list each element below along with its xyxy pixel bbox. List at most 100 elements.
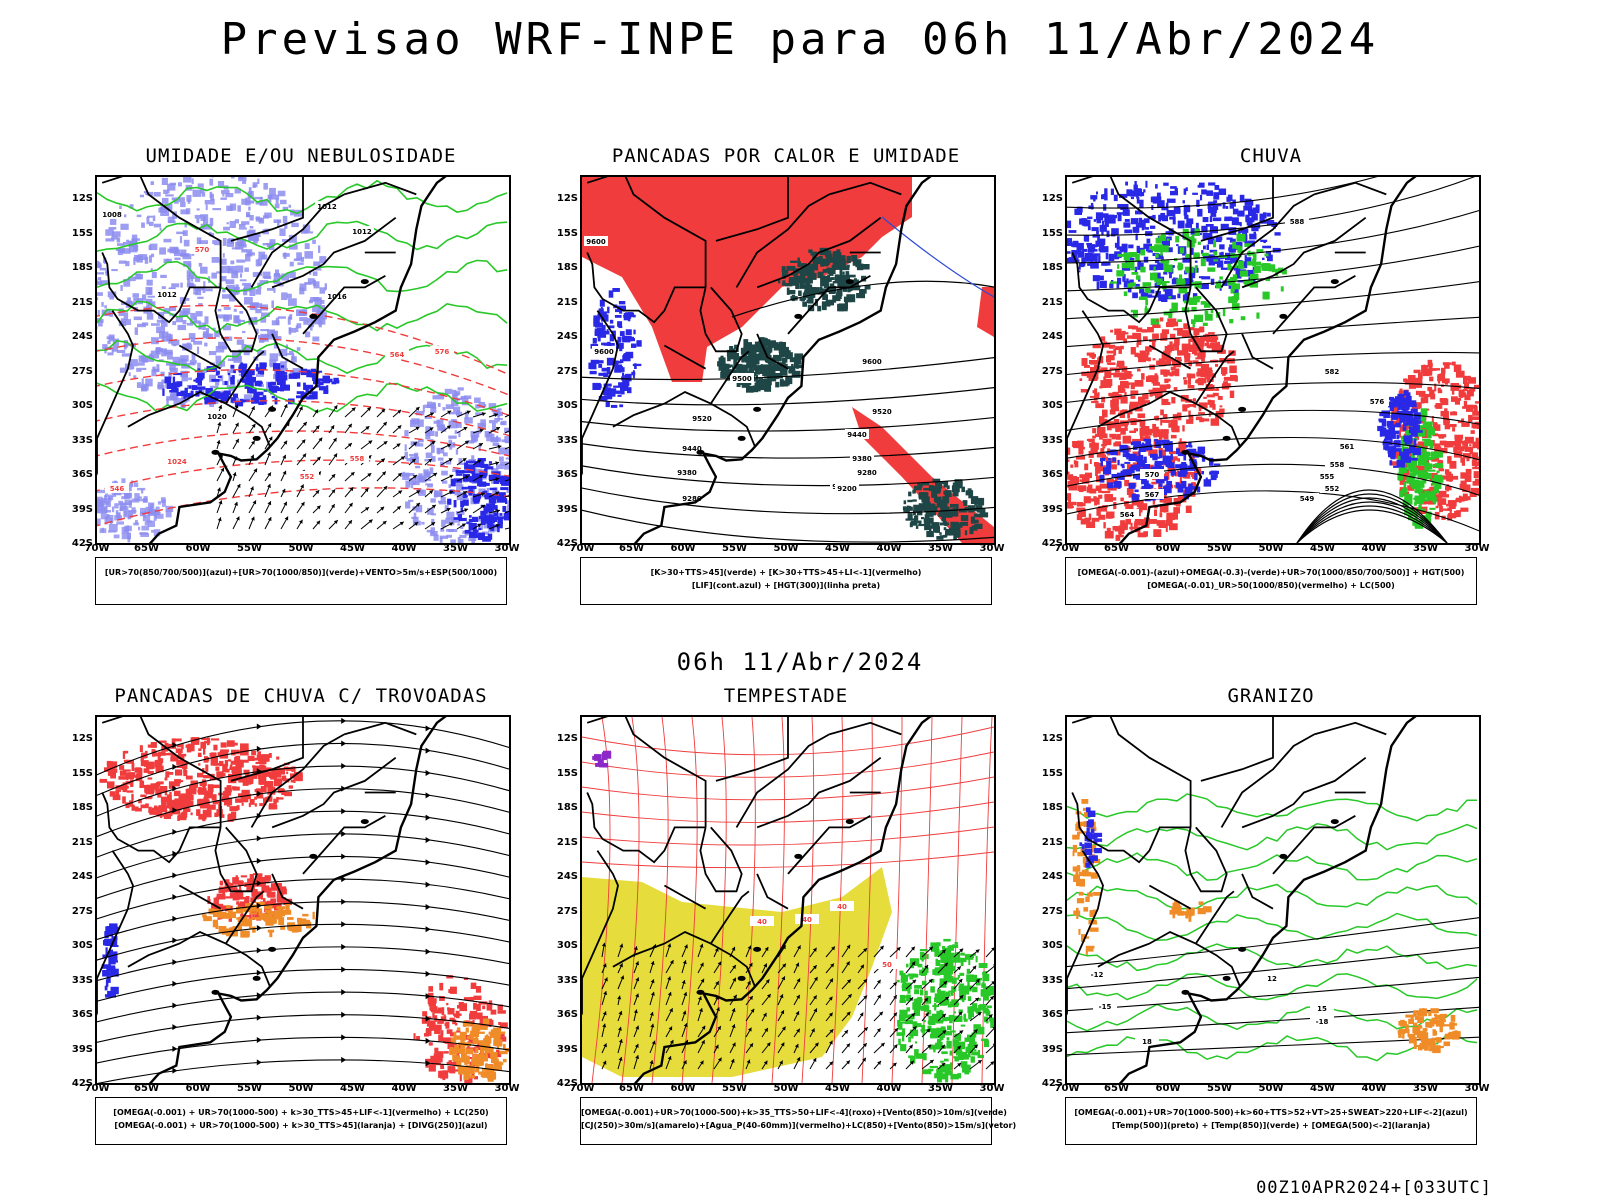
lon-tick-label: 55W [237,1083,262,1094]
lon-tick-label: 35W [928,543,953,554]
longitude-axis: 70W 65W 60W 55W 50W 45W 40W 35W 30W [570,1083,1005,1097]
lat-tick-label: 27S [71,365,93,377]
lat-tick-label: 27S [556,365,578,377]
latitude-axis: 12S 15S 18S 21S 24S 27S 30S 33S 36S 39S 42S [550,715,578,1089]
lon-tick-label: 55W [722,543,747,554]
lat-tick-label: 21S [556,836,578,848]
contour-label: 40 [757,918,767,926]
lon-tick-label: 60W [185,1083,211,1094]
lon-tick-label: 55W [1207,543,1232,554]
lat-tick-label: 39S [71,1043,93,1055]
lat-tick-label: 18S [71,802,93,813]
legend-box: [K>30+TTS>45](verde) + [K>30+TTS>45+LI<-… [580,557,992,605]
contour-label: 552 [300,473,315,481]
lon-tick-label: 50W [288,543,314,554]
lat-tick-label: 27S [71,905,93,917]
lon-tick-label: 60W [670,543,696,554]
lat-tick-label: 12S [556,733,578,744]
contour-label: 18 [1142,1038,1152,1046]
lon-tick-label: 70W [84,1083,110,1094]
panel-title: PANCADAS DE CHUVA C/ TROVOADAS [114,685,488,707]
longitude-axis: 70W 65W 60W 55W 50W 45W 40W 35W 30W [85,543,520,557]
contour-label: -18 [1316,1018,1329,1026]
legend-line: [OMEGA(-0.01)_UR>50(1000/850)(vermelho) … [1147,581,1395,590]
lat-tick-label: 33S [1041,974,1063,986]
contour-label: -12 [1091,971,1104,979]
lon-tick-label: 35W [1413,543,1438,554]
lat-tick-label: 18S [556,262,578,273]
lat-tick-label: 42S [71,1078,93,1089]
lon-tick-label: 65W [619,1083,644,1094]
contour-label: 570 [195,246,210,254]
lat-tick-label: 39S [71,503,93,515]
contour-label: 1020 [207,413,227,421]
lat-tick-label: 24S [71,331,93,342]
legend-line: [CJ(250)>30m/s](amarelo)+[Agua_P(40-60mm… [581,1121,1017,1130]
lat-tick-label: 21S [1041,296,1063,308]
contour-label: 9440 [682,445,702,453]
lat-tick-label: 36S [71,1009,93,1020]
contour-label: 1012 [352,228,372,236]
contour-label: 9280 [857,469,877,477]
contour-label: 576 [435,348,450,356]
lat-tick-label: 30S [1041,940,1063,951]
lon-tick-label: 40W [391,1083,417,1094]
lat-tick-label: 21S [71,836,93,848]
lat-tick-label: 36S [556,469,578,480]
contour-label: 40 [837,903,847,911]
lat-tick-label: 24S [1041,331,1063,342]
lon-tick-label: 50W [1258,543,1284,554]
contour-label: 549 [1300,495,1315,503]
lat-tick-label: 24S [556,871,578,882]
lon-tick-label: 70W [84,543,110,554]
lon-tick-label: 70W [569,543,595,554]
lon-tick-label: 65W [134,543,159,554]
contour-label: 1012 [157,291,177,299]
lat-tick-label: 33S [1041,434,1063,446]
contour-label: 576 [1370,398,1385,406]
lon-tick-label: 70W [569,1083,595,1094]
mid-title: 06h 11/Abr/2024 [676,648,924,676]
lat-tick-label: 27S [1041,905,1063,917]
legend-line: [OMEGA(-0.001)+UR>70(1000-500)+k>60+TTS>… [1074,1108,1468,1117]
legend-line: [OMEGA(-0.001)-(azul)+OMEGA(-0.3)-(verde… [1077,568,1465,577]
lon-tick-label: 45W [825,1083,850,1094]
lon-tick-label: 30W [979,1083,1005,1094]
lat-tick-label: 15S [71,227,93,239]
lat-tick-label: 12S [71,733,93,744]
lat-tick-label: 18S [1041,262,1063,273]
lat-tick-label: 30S [556,940,578,951]
lon-tick-label: 30W [1464,543,1490,554]
lon-tick-label: 35W [443,1083,468,1094]
contour-label: 570 [1145,471,1160,479]
lat-tick-label: 42S [556,538,578,549]
lat-tick-label: 39S [1041,503,1063,515]
latitude-axis: 12S 15S 18S 21S 24S 27S 30S 33S 36S 39S 42S [550,175,578,549]
lon-tick-label: 40W [1361,543,1387,554]
map-image: 1008 1012 1012 1012 1016 1020 1024 576 570 564 558… [95,175,511,545]
legend-box: [UR>70(850/700/500)](azul)+[UR>70(1000/8… [95,557,507,605]
lon-tick-label: 50W [288,1083,314,1094]
contour-label: 561 [1340,443,1355,451]
lat-tick-label: 36S [1041,1009,1063,1020]
lat-tick-label: 27S [556,905,578,917]
panel-title: CHUVA [1239,145,1303,167]
contour-label: 9380 [677,469,697,477]
legend-line: [OMEGA(-0.001)+UR>70(1000-500)+k>35_TTS>… [581,1108,1007,1117]
lon-tick-label: 55W [1207,1083,1232,1094]
lat-tick-label: 33S [556,434,578,446]
latitude-axis: 12S 15S 18S 21S 24S 27S 30S 33S 36S 39S 42S [1035,715,1063,1089]
map-image [95,715,511,1085]
weather-map-svg: 40 40 40 50 [582,717,994,1083]
lon-tick-label: 60W [670,1083,696,1094]
contour-label: 564 [1120,511,1135,519]
contour-label: 558 [1330,461,1345,469]
contour-label: 552 [1325,485,1340,493]
lat-tick-label: 30S [71,940,93,951]
contour-label: 9200 [837,485,857,493]
lat-tick-label: 24S [1041,871,1063,882]
contour-label: 1008 [102,211,122,219]
lat-tick-label: 15S [556,227,578,239]
contour-label: 9600 [594,348,614,356]
map-image: 40 40 40 50 [580,715,996,1085]
